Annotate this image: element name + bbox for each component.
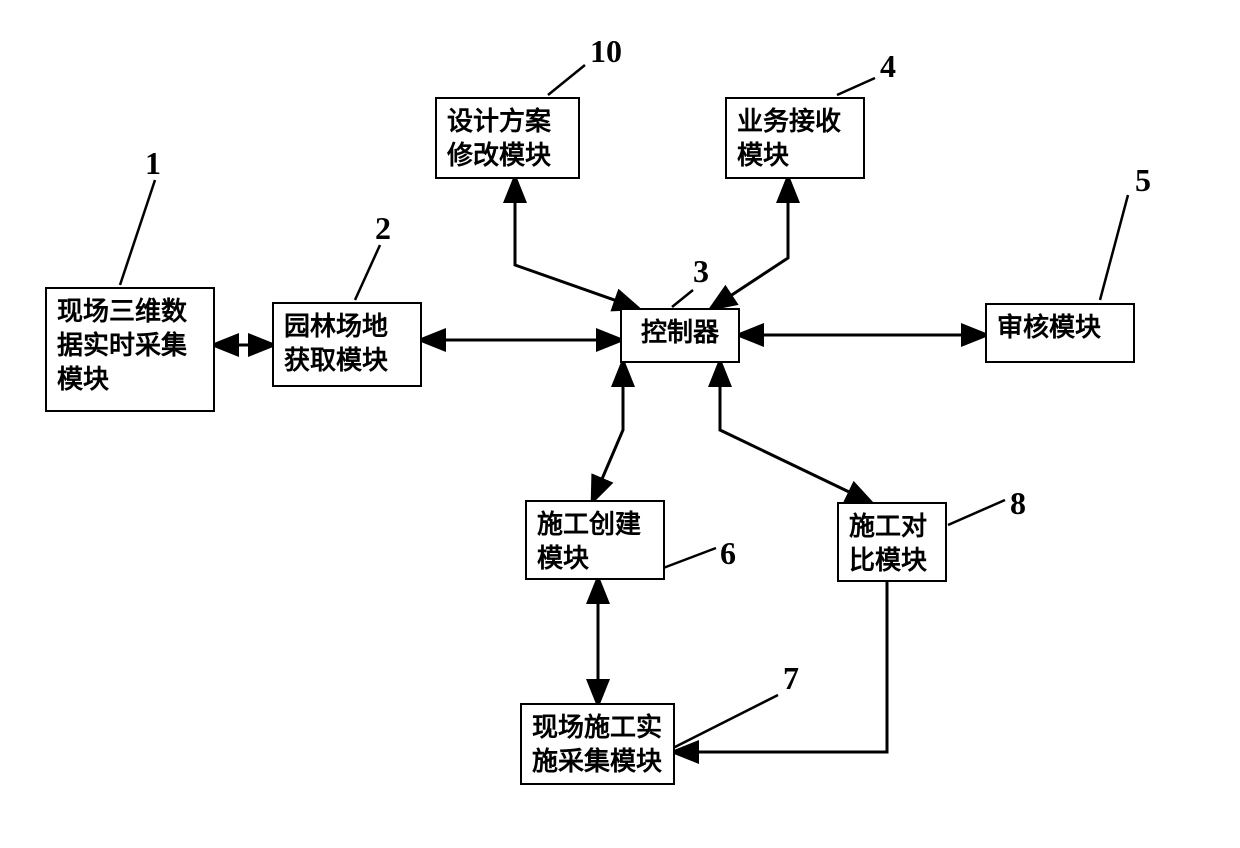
node-label: 设计方案修改模块 bbox=[447, 107, 551, 170]
node-construction-create: 施工创建模块 bbox=[525, 500, 665, 580]
number-label-3: 3 bbox=[693, 253, 709, 290]
node-label: 现场施工实施采集模块 bbox=[532, 713, 662, 776]
system-diagram: 现场三维数据实时采集模块 园林场地获取模块 设计方案修改模块 业务接收模块 控制… bbox=[0, 0, 1240, 848]
leader-lines bbox=[120, 65, 1128, 748]
node-label: 园林场地获取模块 bbox=[284, 312, 388, 375]
node-construction-implement: 现场施工实施采集模块 bbox=[520, 703, 675, 785]
node-audit: 审核模块 bbox=[985, 303, 1135, 363]
number-label-4: 4 bbox=[880, 48, 896, 85]
node-label: 现场三维数据实时采集模块 bbox=[57, 297, 187, 394]
node-label: 审核模块 bbox=[997, 313, 1101, 342]
number-label-6: 6 bbox=[720, 535, 736, 572]
number-label-1: 1 bbox=[145, 145, 161, 182]
number-label-5: 5 bbox=[1135, 162, 1151, 199]
node-label: 施工对比模块 bbox=[849, 512, 927, 575]
node-label: 施工创建模块 bbox=[537, 510, 641, 573]
node-controller: 控制器 bbox=[620, 308, 740, 363]
node-design-modification: 设计方案修改模块 bbox=[435, 97, 580, 179]
node-business-receive: 业务接收模块 bbox=[725, 97, 865, 179]
edges bbox=[215, 179, 985, 752]
node-label: 业务接收模块 bbox=[737, 107, 841, 170]
number-label-8: 8 bbox=[1010, 485, 1026, 522]
node-construction-compare: 施工对比模块 bbox=[837, 502, 947, 582]
node-garden-site-acquisition: 园林场地获取模块 bbox=[272, 302, 422, 387]
number-label-10: 10 bbox=[590, 33, 622, 70]
number-label-2: 2 bbox=[375, 210, 391, 247]
node-3d-data-collection: 现场三维数据实时采集模块 bbox=[45, 287, 215, 412]
node-label: 控制器 bbox=[641, 318, 719, 347]
number-label-7: 7 bbox=[783, 660, 799, 697]
